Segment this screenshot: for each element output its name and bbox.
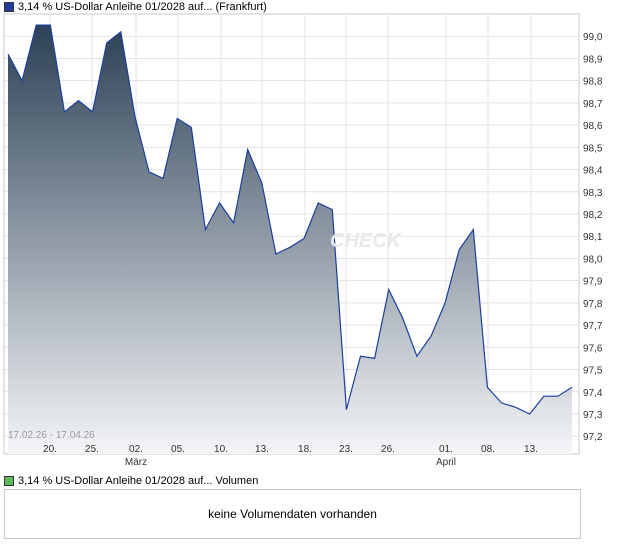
y-tick-label: 97,4 [583,388,603,399]
y-tick-label: 98,4 [583,166,603,177]
y-tick-label: 98,9 [583,54,603,65]
x-tick-label: 10. [214,444,228,455]
y-tick-label: 98,3 [583,188,603,199]
y-tick-label: 97,2 [583,432,603,443]
legend-volume-swatch [4,476,14,486]
legend-main: 3,14 % US-Dollar Anleihe 01/2028 auf... … [4,0,267,14]
x-tick-label: 02. [129,444,143,455]
volume-message: keine Volumendaten vorhanden [208,507,377,521]
x-tick-label: 25. [85,444,99,455]
x-tick-label: 20. [43,444,57,455]
x-axis-labels: 20. 25. 02. März 05. 10. 13. 18. 23. 26. 01. April 0… [43,444,538,468]
y-tick-label: 98,7 [583,99,603,110]
legend-main-label: 3,14 % US-Dollar Anleihe 01/2028 auf... … [18,1,267,13]
watermark: CHECK [330,230,403,252]
x-tick-label: 13. [255,444,269,455]
y-tick-label: 98,0 [583,254,603,265]
y-tick-label: 97,6 [583,343,603,354]
price-area [8,25,572,454]
y-tick-label: 98,5 [583,143,603,154]
legend-volume-label: 3,14 % US-Dollar Anleihe 01/2028 auf... … [18,475,259,487]
legend-volume: 3,14 % US-Dollar Anleihe 01/2028 auf... … [4,474,258,488]
y-axis-labels: 97,2 97,3 97,4 97,5 97,6 97,7 97,8 97,9 98,0 98,1… [583,32,603,443]
volume-panel: keine Volumendaten vorhanden [4,489,581,539]
y-tick-label: 97,5 [583,366,603,377]
price-line [7,24,573,415]
x-tick-label: 05. [171,444,185,455]
y-tick-label: 97,7 [583,321,603,332]
y-tick-label: 97,8 [583,299,603,310]
y-tick-label: 98,6 [583,121,603,132]
legend-main-swatch [4,2,14,12]
x-tick-label: 08. [481,444,495,455]
x-month-label: März [125,457,147,468]
x-tick-label: 01. [439,444,453,455]
y-tick-label: 99,0 [583,32,603,43]
x-tick-label: 13. [524,444,538,455]
y-tick-label: 98,8 [583,77,603,88]
y-tick-label: 98,1 [583,232,603,243]
x-month-label: April [436,457,456,468]
x-tick-label: 18. [298,444,312,455]
price-chart: CHECK 97,2 97,3 97,4 97,5 97,6 97,7 97,8 97,9 98… [3,13,603,468]
x-tick-label: 26. [381,444,395,455]
y-tick-label: 98,2 [583,210,603,221]
x-tick-label: 23. [339,444,353,455]
date-range: 17.02.26 - 17.04.26 [8,430,95,441]
y-tick-label: 97,9 [583,277,603,288]
y-tick-label: 97,3 [583,410,603,421]
